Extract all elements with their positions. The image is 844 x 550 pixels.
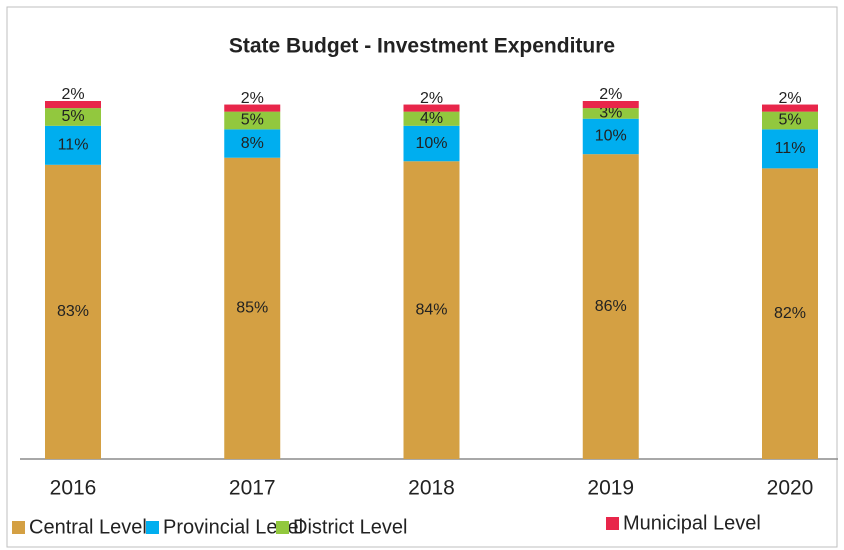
data-label: 5% — [241, 112, 264, 129]
bar-segment — [45, 101, 101, 109]
legend-swatch — [276, 521, 289, 534]
data-label: 2% — [61, 86, 84, 103]
bar-segment — [582, 101, 639, 109]
bar-segment — [224, 129, 281, 158]
bar-segment — [762, 104, 818, 112]
legend-swatch — [606, 517, 619, 530]
legend-label: Central Level — [29, 516, 147, 538]
bar-segment — [45, 164, 101, 459]
data-label: 2% — [420, 90, 443, 107]
data-label: 3% — [599, 105, 622, 122]
data-label: 82% — [774, 305, 806, 322]
data-label: 10% — [595, 128, 627, 145]
data-label: 5% — [61, 108, 84, 125]
legend-swatch — [12, 521, 25, 534]
x-tick-label: 2016 — [50, 477, 97, 500]
data-label: 84% — [415, 301, 447, 318]
data-label: 2% — [778, 90, 801, 107]
legend-label: Municipal Level — [623, 512, 761, 534]
bar-segment — [45, 108, 101, 126]
bar-segment — [224, 111, 281, 130]
data-label: 4% — [420, 110, 443, 127]
data-label: 10% — [415, 135, 447, 152]
data-label: 8% — [241, 135, 264, 152]
x-tick-label: 2017 — [229, 477, 276, 500]
x-tick-label: 2018 — [408, 477, 455, 500]
legend-label: District Level — [293, 516, 407, 538]
bar-segment — [582, 118, 639, 155]
data-label: 5% — [778, 112, 801, 129]
bar-segment — [582, 108, 639, 119]
bar-segment — [224, 104, 281, 112]
data-label: 83% — [57, 303, 89, 320]
bar-segment — [224, 157, 281, 459]
data-label: 11% — [58, 137, 89, 154]
data-label: 11% — [775, 140, 806, 157]
data-label: 2% — [241, 90, 264, 107]
bar-segment — [403, 111, 460, 126]
bar-segment — [762, 129, 818, 169]
bar-segment — [403, 104, 460, 112]
bar-segment — [582, 154, 639, 459]
bar-segment — [403, 125, 460, 162]
legend-swatch — [146, 521, 159, 534]
x-tick-label: 2019 — [587, 477, 634, 500]
bar-segment — [45, 125, 101, 165]
legend-label: Provincial Level — [163, 516, 303, 538]
bar-segment — [762, 111, 818, 130]
chart-title: State Budget - Investment Expenditure — [229, 35, 615, 58]
x-tick-label: 2020 — [767, 477, 814, 500]
bar-segment — [762, 168, 818, 459]
data-label: 86% — [595, 298, 627, 315]
bar-segment — [403, 161, 460, 459]
data-label: 2% — [599, 86, 622, 103]
data-label: 85% — [236, 300, 268, 317]
